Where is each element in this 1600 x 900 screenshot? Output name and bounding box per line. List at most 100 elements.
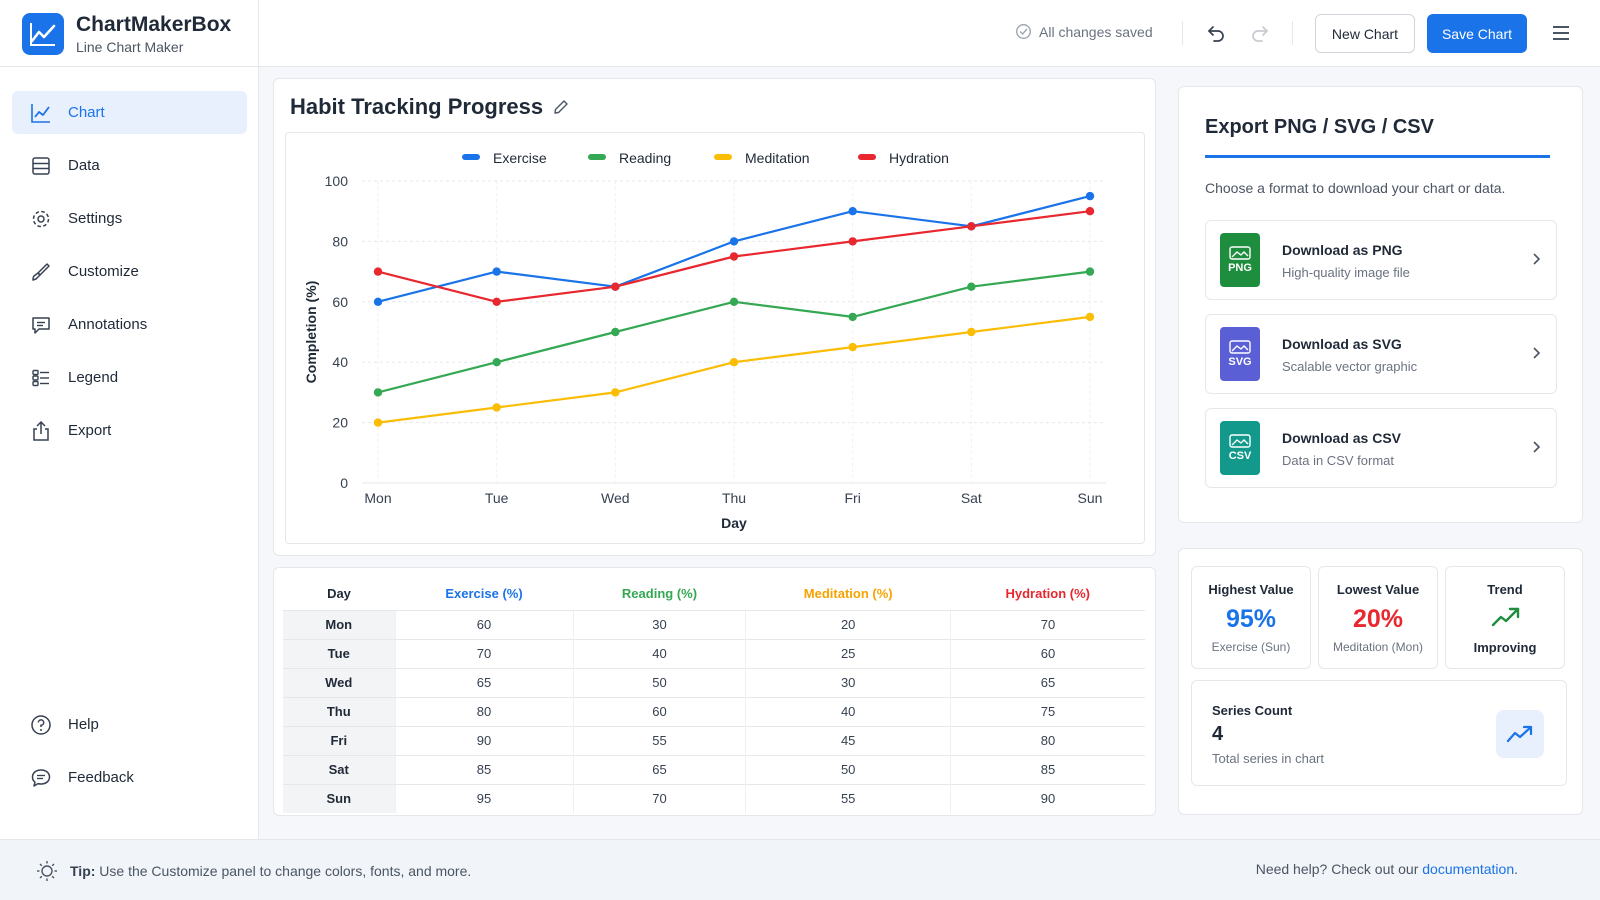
stat-value: 95% (1225, 605, 1277, 633)
table-header-cell: Hydration (%) (1005, 586, 1090, 602)
legend-swatch (462, 154, 480, 160)
table-cell: 60 (572, 696, 746, 726)
stat-sub: Exercise (Sun) (1211, 640, 1291, 654)
stat-label: Trend (1487, 582, 1523, 597)
legend-icon (32, 369, 49, 386)
series-count-card: Series Count 4 Total series in chart (1191, 680, 1567, 786)
export-item-title: Download as SVG (1282, 336, 1402, 352)
x-tick-label: Wed (601, 490, 630, 506)
undo-icon (1208, 26, 1224, 42)
lowest-value-card: Lowest Value 20% Meditation (Mon) (1318, 566, 1438, 669)
highest-value-card: Highest Value 95% Exercise (Sun) (1191, 566, 1311, 669)
table-day-cell: Tue (283, 638, 395, 668)
sidebar-item-label: Data (68, 157, 100, 174)
data-point-reading (373, 388, 383, 397)
chart-panel: Habit Tracking Progress 0 20 40 60 80 100 Mon T… (273, 78, 1156, 556)
legend-swatch (858, 154, 876, 160)
export-item-title: Download as CSV (1282, 430, 1402, 446)
export-title: Export PNG / SVG / CSV (1205, 116, 1434, 138)
undo-button[interactable] (1203, 20, 1229, 46)
tip-label: Tip: (70, 863, 96, 879)
legend-swatch (714, 154, 732, 160)
table-cell: 65 (949, 667, 1145, 697)
data-point-hydration (967, 222, 976, 231)
lightbulb-icon (37, 861, 57, 881)
svg-file-icon: SVG (1220, 327, 1260, 381)
sidebar-item-annotations[interactable]: Annotations (12, 303, 247, 346)
check-circle-icon (1016, 24, 1031, 39)
edit-pencil-icon[interactable] (553, 99, 569, 115)
table-cell: 90 (949, 783, 1145, 813)
help-prefix: Need help? Check out our (1255, 861, 1419, 877)
x-tick-label: Sat (961, 490, 982, 506)
sidebar-item-label: Export (68, 422, 112, 439)
app-logo-icon (22, 13, 64, 55)
new-chart-button[interactable]: New Chart (1315, 14, 1415, 53)
sidebar-item-help[interactable]: Help (12, 703, 247, 746)
table-header-cell: Day (327, 586, 351, 602)
table-cell: 40 (745, 696, 951, 726)
tip: Tip: Use the Customize panel to change c… (36, 860, 471, 882)
sidebar-item-label: Legend (68, 369, 119, 386)
legend-swatch (588, 154, 606, 160)
table-day-cell: Fri (283, 725, 395, 755)
sidebar-item-label: Customize (68, 263, 139, 280)
documentation-link[interactable]: documentation (1422, 861, 1515, 877)
divider (1182, 21, 1183, 45)
sidebar-item-label: Annotations (68, 316, 148, 333)
y-tick-label: 0 (340, 475, 348, 491)
data-point-reading (611, 327, 620, 337)
data-point-hydration (848, 237, 857, 246)
y-tick-label: 80 (332, 233, 348, 249)
trend-value: Improving (1473, 640, 1537, 655)
table-day-cell: Thu (283, 696, 395, 726)
sidebar-item-legend[interactable]: Legend (12, 356, 247, 399)
sidebar-item-chart[interactable]: Chart (12, 91, 247, 134)
sidebar-item-settings[interactable]: Settings (12, 197, 247, 240)
table-cell: 20 (745, 609, 951, 639)
data-point-meditation (967, 327, 976, 337)
file-badge: SVG (1228, 356, 1252, 368)
x-tick-label: Sun (1078, 490, 1103, 506)
table-cell: 60 (949, 638, 1145, 668)
data-point-meditation (373, 418, 383, 427)
table-cell: 30 (572, 609, 746, 639)
data-point-meditation (729, 358, 739, 367)
download-svg-button[interactable]: SVG Download as SVG Scalable vector grap… (1205, 314, 1557, 394)
menu-button[interactable] (1548, 20, 1574, 46)
sidebar-item-feedback[interactable]: Feedback (12, 756, 247, 799)
save-chart-button[interactable]: Save Chart (1427, 14, 1527, 53)
download-csv-button[interactable]: CSV Download as CSV Data in CSV format (1205, 408, 1557, 488)
table-cell: 85 (949, 754, 1145, 784)
table-cell: 65 (572, 754, 746, 784)
table-row: Fri 90 55 45 80 (283, 725, 1145, 755)
table-cell: 50 (745, 754, 951, 784)
footer: Tip: Use the Customize panel to change c… (0, 839, 1600, 900)
table-cell: 80 (394, 696, 574, 726)
export-panel: Export PNG / SVG / CSV Choose a format t… (1178, 86, 1583, 523)
data-point-reading (729, 297, 739, 306)
table-row: Mon 60 30 20 70 (283, 609, 1145, 639)
table-header-cell: Meditation (%) (803, 586, 893, 602)
stat-label: Highest Value (1208, 582, 1294, 597)
export-item-subtitle: Scalable vector graphic (1282, 359, 1418, 374)
sidebar-item-data[interactable]: Data (12, 144, 247, 187)
legend-label: Exercise (493, 150, 547, 166)
app-subtitle: Line Chart Maker (76, 39, 184, 55)
sidebar-item-customize[interactable]: Customize (12, 250, 247, 293)
export-title-underline (1205, 155, 1550, 158)
table-cell: 70 (394, 638, 574, 668)
top-bar: ChartMakerBox Line Chart Maker All chang… (0, 0, 1600, 67)
table-cell: 60 (394, 609, 574, 639)
y-tick-label: 60 (332, 294, 348, 310)
help-icon (31, 714, 51, 735)
download-png-button[interactable]: PNG Download as PNG High-quality image f… (1205, 220, 1557, 300)
redo-button[interactable] (1247, 20, 1273, 46)
chart-title: Habit Tracking Progress (290, 94, 544, 119)
save-status: All changes saved (1015, 23, 1153, 40)
y-tick-label: 20 (332, 415, 348, 431)
sidebar-item-export[interactable]: Export (12, 409, 247, 452)
brand: ChartMakerBox Line Chart Maker (0, 0, 259, 67)
table-cell: 40 (572, 638, 746, 668)
table-cell: 65 (394, 667, 574, 697)
